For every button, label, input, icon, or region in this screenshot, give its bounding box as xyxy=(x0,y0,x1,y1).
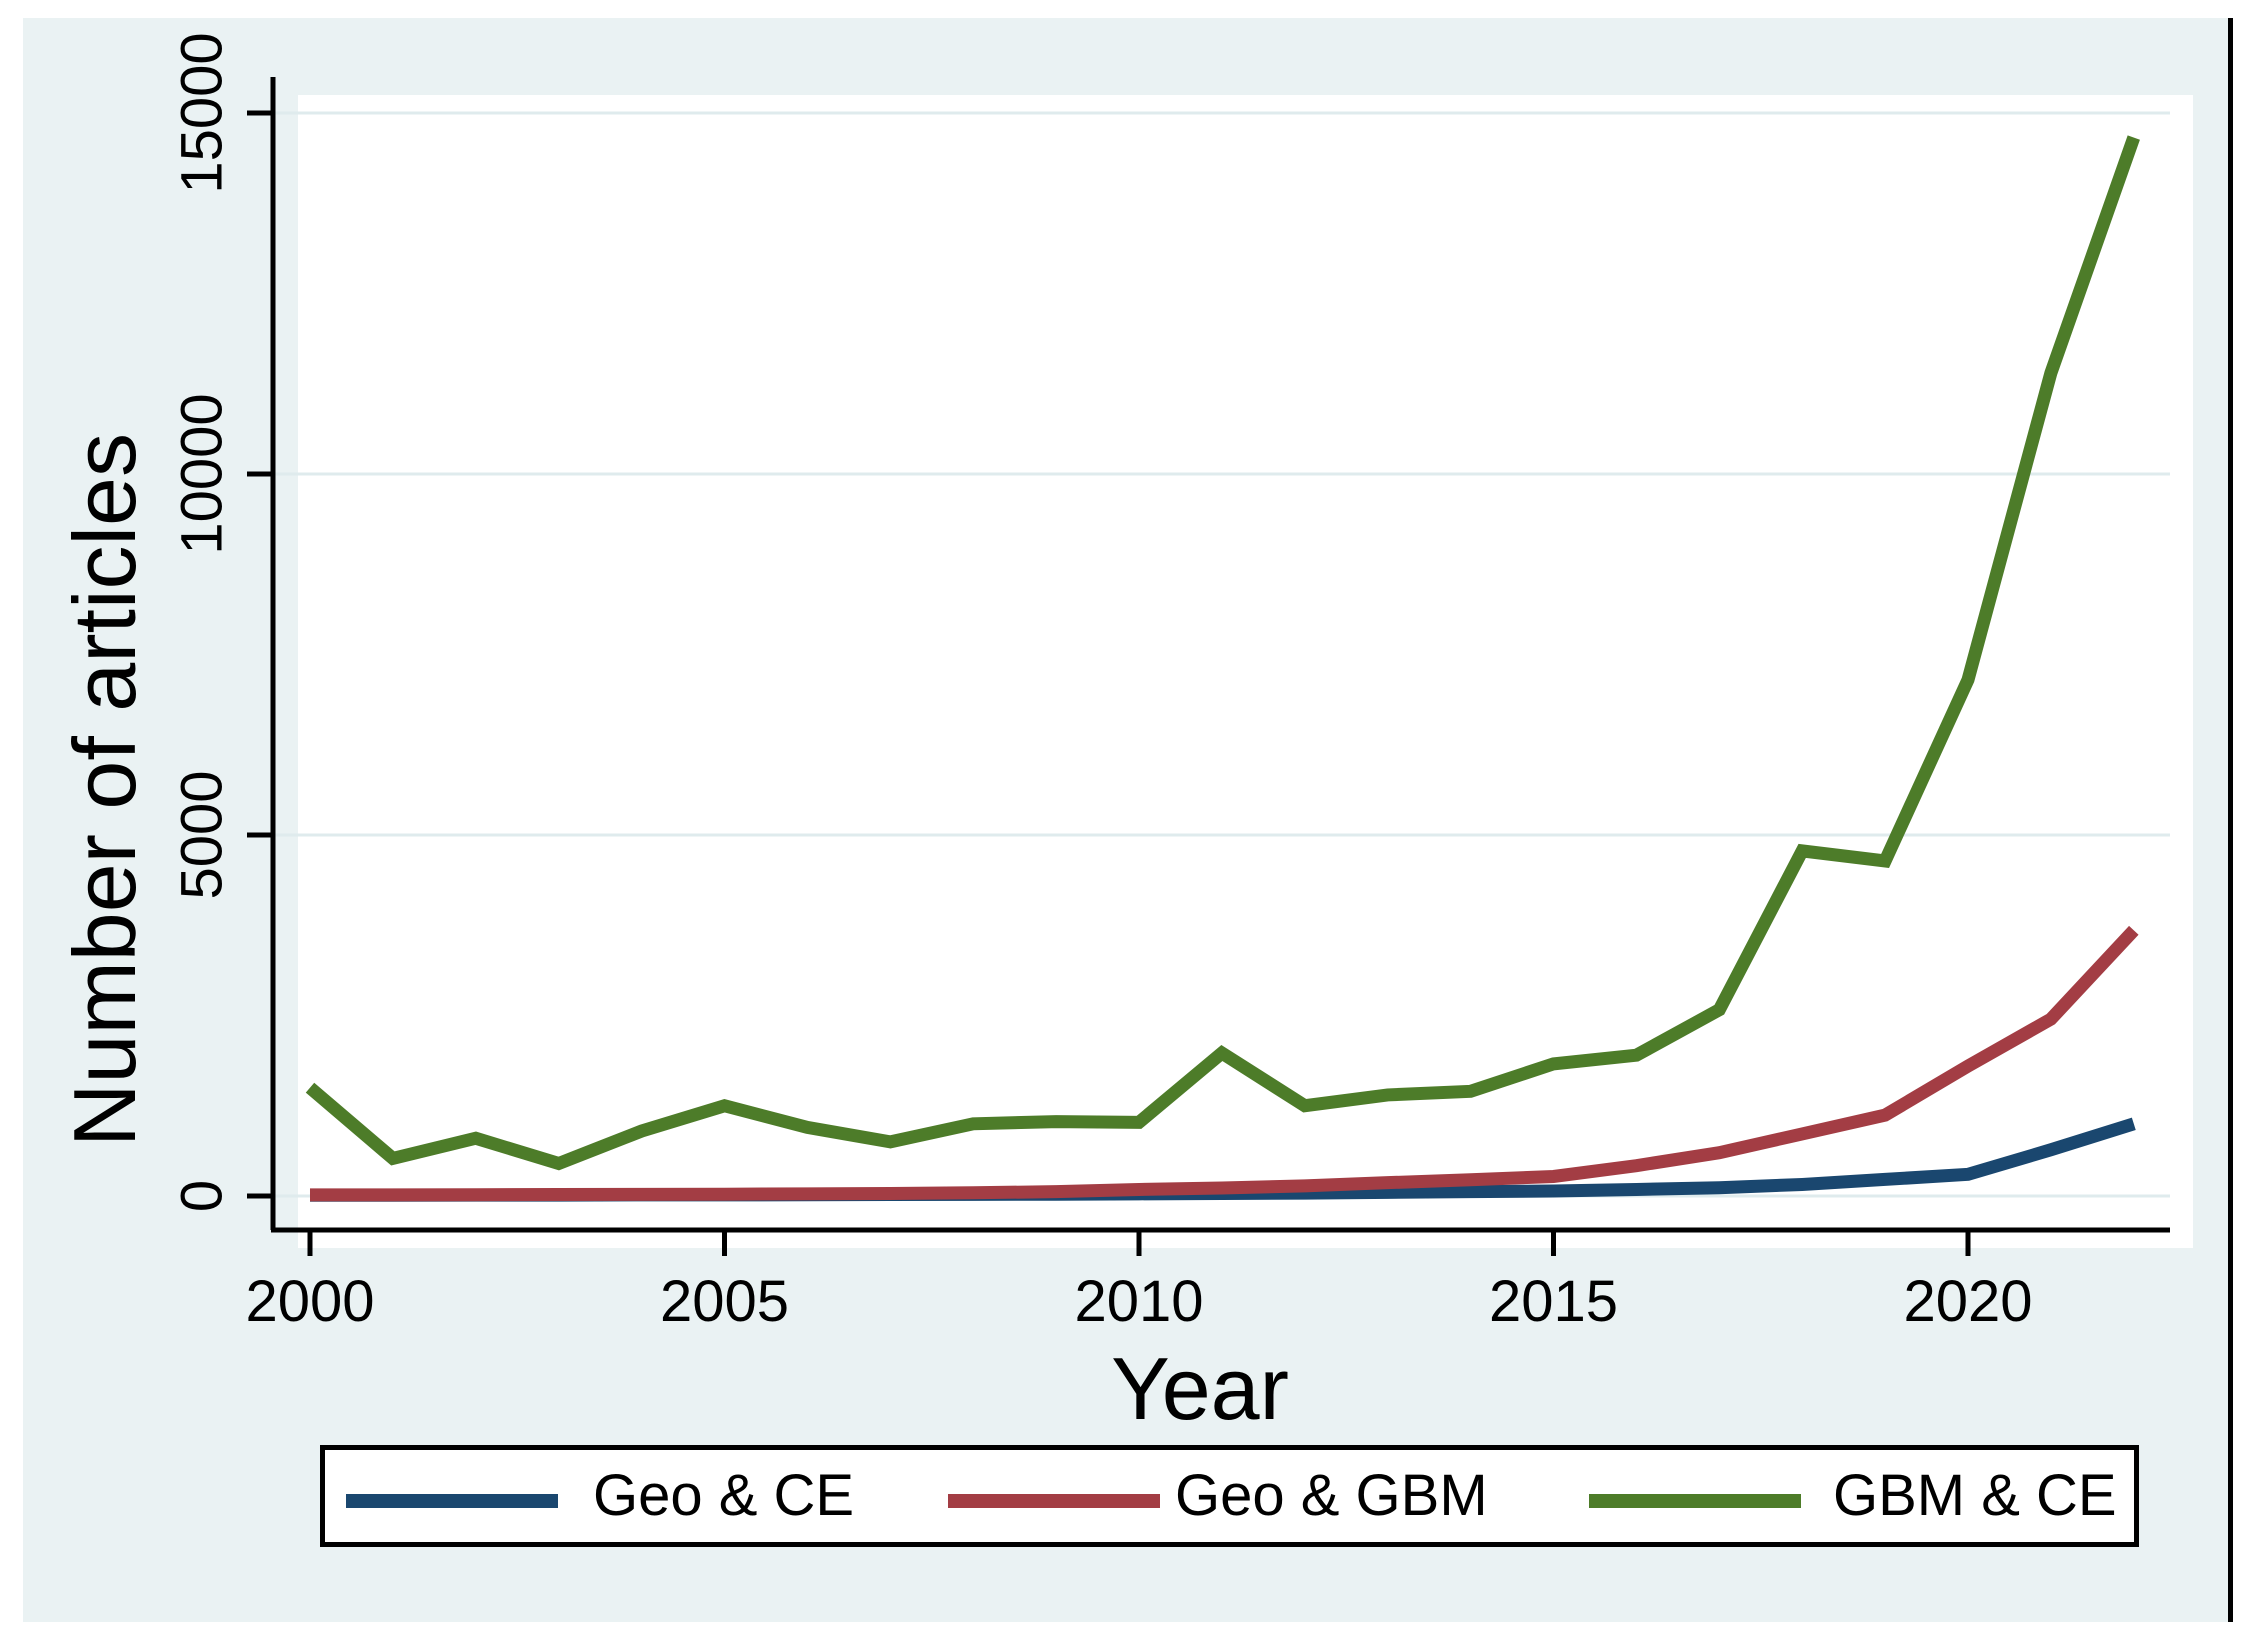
x-tick-label-2000: 2000 xyxy=(245,1269,375,1334)
legend-label-gbm-ce: GBM & CE xyxy=(1833,1463,2117,1528)
y-tick-label-15000: 15000 xyxy=(169,32,235,194)
plot-area xyxy=(298,95,2193,1248)
y-tick-label-5000: 5000 xyxy=(169,770,235,900)
x-axis-title: Year xyxy=(1111,1339,1289,1438)
x-tick-label-2005: 2005 xyxy=(659,1269,790,1334)
y-tick-label-10000: 10000 xyxy=(169,393,235,555)
series-line-geo-gbm xyxy=(309,925,2139,1202)
y-axis-title: Number of articles xyxy=(55,432,154,1148)
legend-swatch-geo-ce xyxy=(346,1494,558,1508)
x-tick-label-2010: 2010 xyxy=(1074,1269,1204,1334)
y-tick-label-0: 0 xyxy=(169,1179,235,1213)
legend-swatch-geo-gbm xyxy=(948,1494,1160,1508)
series-line-gbm-ce xyxy=(305,135,2140,1171)
legend-label-geo-ce: Geo & CE xyxy=(593,1463,855,1528)
legend-swatch-gbm-ce xyxy=(1589,1494,1801,1508)
legend-label-geo-gbm: Geo & GBM xyxy=(1175,1463,1488,1528)
x-tick-label-2015: 2015 xyxy=(1488,1269,1619,1334)
legend: Geo & CE Geo & GBM GBM & CE xyxy=(320,1445,2139,1547)
x-tick-label-2020: 2020 xyxy=(1903,1269,2033,1334)
graph-canvas xyxy=(23,18,2233,1622)
